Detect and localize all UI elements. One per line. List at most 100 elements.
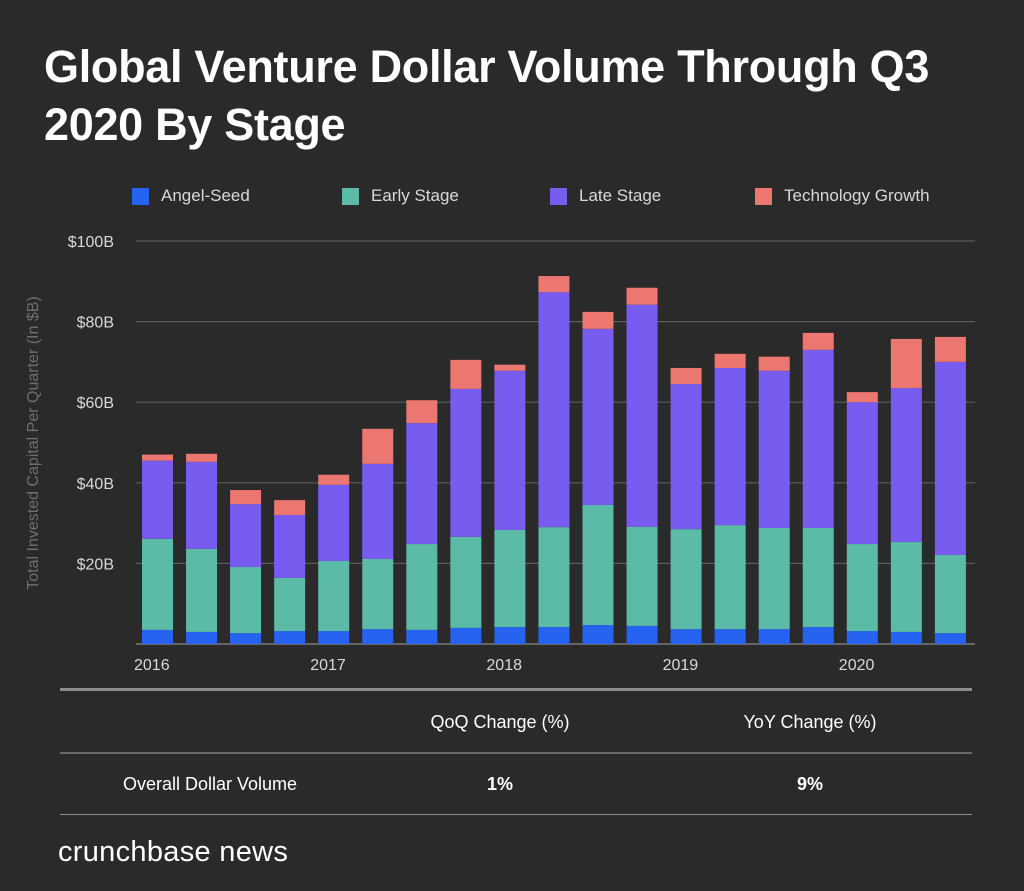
bar-segment-angel-seed bbox=[846, 631, 878, 644]
bar-segment-technology-growth bbox=[494, 364, 526, 371]
bar-segment-late-stage bbox=[934, 361, 966, 555]
bar-stack bbox=[230, 490, 262, 644]
chart-title: Global Venture Dollar Volume Through Q3 … bbox=[44, 41, 930, 150]
table-header-yoy: YoY Change (%) bbox=[743, 712, 877, 732]
bar-segment-early-stage bbox=[714, 525, 746, 630]
bar-segment-technology-growth bbox=[934, 336, 966, 362]
bar-segment-technology-growth bbox=[406, 400, 438, 424]
crunchbase-news-logo: crunchbase news bbox=[58, 836, 289, 868]
bar-segment-late-stage bbox=[846, 402, 878, 545]
bar-segment-angel-seed bbox=[318, 631, 350, 644]
bar-segment-late-stage bbox=[670, 384, 702, 530]
legend-label: Early Stage bbox=[371, 186, 459, 205]
bar-segment-technology-growth bbox=[142, 454, 173, 461]
bar-segment-early-stage bbox=[670, 529, 702, 630]
bar-stack bbox=[890, 338, 922, 644]
bar-stack bbox=[626, 287, 658, 644]
bar-segment-early-stage bbox=[406, 544, 438, 630]
legend-item-late-stage: Late Stage bbox=[550, 186, 661, 206]
bar-segment-technology-growth bbox=[626, 287, 658, 305]
legend-item-early-stage: Early Stage bbox=[342, 186, 459, 206]
bar-segment-technology-growth bbox=[274, 500, 306, 516]
x-tick-label: 2016 bbox=[134, 657, 170, 674]
bar-segment-late-stage bbox=[494, 370, 526, 530]
bar-segment-early-stage bbox=[934, 554, 966, 634]
bar-stack bbox=[450, 359, 482, 644]
bar-segment-angel-seed bbox=[758, 629, 790, 644]
bar-stack bbox=[846, 392, 878, 644]
bar-segment-early-stage bbox=[274, 577, 306, 632]
bar-segment-angel-seed bbox=[494, 627, 526, 644]
y-tick-labels: $20B $40B $60B $80B $100B bbox=[68, 234, 114, 573]
bar-segment-early-stage bbox=[230, 567, 262, 634]
bar-segment-angel-seed bbox=[802, 627, 834, 644]
bar-segment-early-stage bbox=[890, 542, 922, 632]
bar-segment-technology-growth bbox=[890, 338, 922, 389]
bar-segment-late-stage bbox=[406, 423, 438, 545]
legend-swatch-technology-growth bbox=[755, 187, 772, 205]
bar-stack bbox=[670, 367, 702, 644]
bar-stack bbox=[802, 332, 834, 644]
x-tick-label: 2020 bbox=[839, 657, 875, 674]
bar-segment-late-stage bbox=[450, 388, 482, 537]
bar-segment-angel-seed bbox=[626, 625, 658, 644]
bar-segment-angel-seed bbox=[406, 629, 438, 644]
bar-segment-angel-seed bbox=[142, 629, 173, 644]
bar-segment-technology-growth bbox=[318, 474, 350, 485]
y-axis-label: Total Invested Capital Per Quarter (In $… bbox=[25, 296, 42, 589]
bar-stack bbox=[582, 311, 614, 644]
bar-segment-technology-growth bbox=[230, 490, 262, 505]
table-cell-qoq: 1% bbox=[486, 774, 513, 794]
x-tick-label: 2017 bbox=[310, 657, 346, 674]
bar-segment-technology-growth bbox=[186, 453, 218, 462]
bar-segment-angel-seed bbox=[362, 629, 394, 644]
legend-swatch-early-stage bbox=[342, 187, 359, 205]
bar-segment-technology-growth bbox=[670, 367, 702, 385]
bar-segment-late-stage bbox=[802, 349, 834, 528]
bar-stack bbox=[934, 336, 966, 644]
y-tick-label: $60B bbox=[77, 395, 114, 412]
bar-stack bbox=[406, 400, 438, 644]
x-tick-label: 2018 bbox=[486, 657, 522, 674]
table-top-rule bbox=[60, 688, 972, 691]
bar-segment-angel-seed bbox=[274, 631, 306, 644]
bar-segment-late-stage bbox=[758, 370, 790, 528]
y-tick-label: $80B bbox=[77, 315, 114, 332]
legend-swatch-angel-seed bbox=[132, 187, 149, 205]
y-tick-label: $100B bbox=[68, 234, 114, 251]
bar-stack bbox=[274, 500, 306, 644]
x-tick-labels: 2016 2017 2018 2019 2020 bbox=[134, 657, 874, 674]
bar-segment-technology-growth bbox=[802, 332, 834, 350]
bar-segment-late-stage bbox=[714, 367, 746, 526]
y-tick-label: $20B bbox=[77, 556, 114, 573]
bar-segment-angel-seed bbox=[582, 625, 614, 644]
bar-segment-technology-growth bbox=[450, 359, 482, 389]
bar-segment-early-stage bbox=[142, 538, 173, 630]
chart-legend: Angel-Seed Early Stage Late Stage Techno… bbox=[0, 186, 1024, 210]
legend-item-technology-growth: Technology Growth bbox=[755, 186, 930, 206]
bar-segment-technology-growth bbox=[362, 428, 394, 464]
bar-stack bbox=[758, 356, 790, 644]
legend-label: Angel-Seed bbox=[161, 186, 250, 205]
x-tick-label: 2019 bbox=[663, 657, 699, 674]
bar-stack bbox=[186, 453, 218, 644]
bar-segment-early-stage bbox=[582, 504, 614, 626]
bar-segment-technology-growth bbox=[758, 356, 790, 371]
table-cell-yoy: 9% bbox=[796, 774, 823, 794]
bar-segment-technology-growth bbox=[582, 311, 614, 329]
bar-stack bbox=[494, 364, 526, 644]
bar-segment-early-stage bbox=[494, 529, 526, 628]
table-row-label: Overall Dollar Volume bbox=[122, 774, 298, 794]
bar-segment-technology-growth bbox=[538, 276, 570, 293]
bar-segment-angel-seed bbox=[714, 629, 746, 644]
bar-segment-early-stage bbox=[846, 544, 878, 632]
y-tick-label: $40B bbox=[77, 476, 114, 493]
table-header-qoq: QoQ Change (%) bbox=[430, 712, 570, 732]
table-bottom-rule bbox=[60, 814, 972, 815]
bar-segment-late-stage bbox=[362, 463, 394, 559]
legend-label: Technology Growth bbox=[784, 186, 930, 205]
bar-segment-angel-seed bbox=[538, 627, 570, 644]
bar-segment-angel-seed bbox=[890, 631, 922, 644]
bar-segment-late-stage bbox=[318, 484, 350, 561]
